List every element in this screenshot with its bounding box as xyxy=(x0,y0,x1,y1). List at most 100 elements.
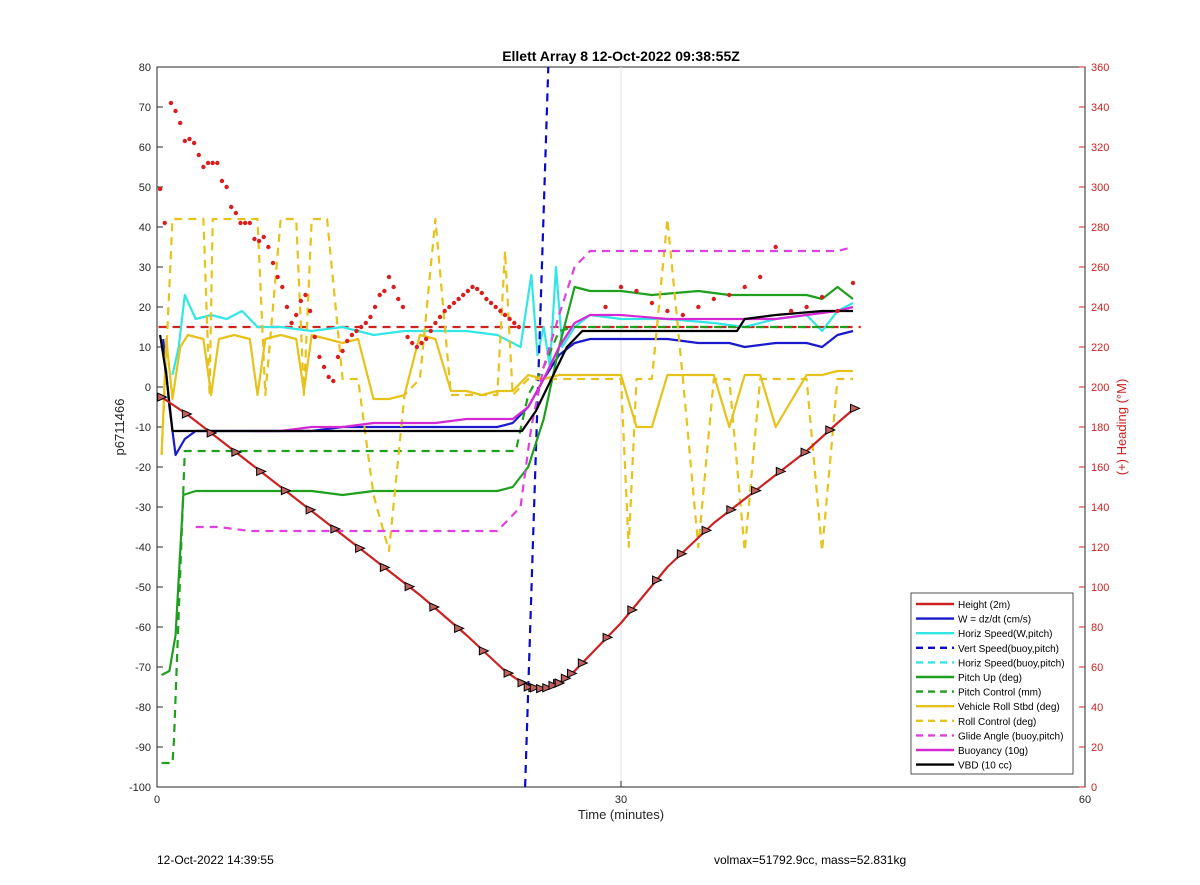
y-tick-label: 40 xyxy=(139,222,151,234)
y-tick-label: 70 xyxy=(139,102,151,114)
heading-point xyxy=(340,348,345,354)
heading-point xyxy=(396,296,401,302)
y-tick-label: 80 xyxy=(139,62,151,74)
heading-point xyxy=(711,296,716,302)
height-marker xyxy=(355,543,366,553)
heading-point xyxy=(447,304,452,310)
height-marker xyxy=(602,632,614,643)
heading-point xyxy=(386,274,392,280)
heading-point xyxy=(242,220,248,226)
series-line-roll-control-deg xyxy=(160,217,853,553)
height-marker xyxy=(560,673,572,683)
legend-label-buoyancy-10g: Buoyancy (10g) xyxy=(958,746,1028,757)
y-tick-label: -60 xyxy=(135,622,151,634)
heading-point xyxy=(252,236,257,242)
height-marker xyxy=(775,466,787,477)
heading-point xyxy=(191,140,197,146)
heading-point xyxy=(428,328,433,334)
heading-point xyxy=(224,184,229,190)
y-tick-label: -90 xyxy=(135,742,151,754)
heading-point xyxy=(804,304,809,310)
chart-title: Ellett Array 8 12-Oct-2022 09:38:55Z xyxy=(502,48,740,64)
heading-point xyxy=(788,308,794,314)
heading-point xyxy=(391,284,396,290)
heading-point xyxy=(474,286,480,292)
height-marker xyxy=(379,562,391,573)
heading-point xyxy=(377,292,382,298)
heading-point xyxy=(247,220,252,226)
heading-point xyxy=(358,324,364,330)
legend-label-vehicle-roll-stbd-deg: Vehicle Roll Stbd (deg) xyxy=(958,702,1060,713)
heading-point xyxy=(423,336,429,342)
series-line-pitch-control-mm xyxy=(161,325,853,765)
legend-label-w-dz-dt-cm-s: W = dz/dt (cm/s) xyxy=(958,615,1031,626)
legend-label-horiz-speed-w-pitch: Horiz Speed(W,pitch) xyxy=(958,629,1052,640)
legend-label-height-2m: Height (2m) xyxy=(958,600,1010,611)
y2-tick-label: 240 xyxy=(1091,302,1109,314)
height-marker xyxy=(256,466,267,477)
x-tick-label: 60 xyxy=(1079,794,1091,806)
heading-point xyxy=(512,320,517,326)
heading-point xyxy=(335,354,341,360)
y-axis-label: p6711466 xyxy=(112,399,127,456)
y2-tick-label: 360 xyxy=(1091,62,1109,74)
heading-point xyxy=(284,304,290,310)
heading-point xyxy=(233,210,239,216)
heading-point xyxy=(294,312,299,318)
legend-label-pitch-up-deg: Pitch Up (deg) xyxy=(958,673,1022,684)
heading-point xyxy=(414,344,420,350)
heading-point xyxy=(484,296,489,302)
y-tick-label: 60 xyxy=(139,142,151,154)
y-tick-label: -70 xyxy=(135,662,151,674)
heading-point xyxy=(850,280,856,286)
y2-tick-label: 200 xyxy=(1091,382,1109,394)
x-tick-label: 30 xyxy=(615,794,627,806)
heading-point xyxy=(270,260,276,266)
y2-tick-label: 60 xyxy=(1091,662,1103,674)
height-marker xyxy=(542,683,553,693)
height-marker xyxy=(157,392,168,402)
heading-point xyxy=(727,292,732,298)
heading-point xyxy=(372,304,378,310)
heading-points-layer xyxy=(157,100,856,384)
y-tick-label: 0 xyxy=(145,382,151,394)
legend-label-vert-speed-buoy-pitch: Vert Speed(buoy,pitch) xyxy=(958,644,1059,655)
heading-point xyxy=(758,274,763,280)
legend-label-roll-control-deg: Roll Control (deg) xyxy=(958,717,1036,728)
legend-label-horiz-speed-buoy-pitch: Horiz Speed(buoy,pitch) xyxy=(958,658,1065,669)
height-marker xyxy=(577,658,589,668)
height-marker xyxy=(627,605,639,615)
height-marker xyxy=(454,623,465,634)
heading-point xyxy=(680,312,686,318)
y-tick-label: -40 xyxy=(135,542,151,554)
height-marker xyxy=(751,485,762,496)
footer-timestamp: 12-Oct-2022 14:39:55 xyxy=(157,853,274,867)
y2-tick-label: 280 xyxy=(1091,222,1109,234)
y2-tick-label: 300 xyxy=(1091,182,1109,194)
heading-point xyxy=(215,160,220,166)
heading-point xyxy=(488,300,494,306)
right-axis-ticks: 0 20 40 60 80 100 120 140 160 180 200 220 240 260 280 3… xyxy=(1079,62,1109,794)
height-marker xyxy=(548,680,560,691)
heading-point xyxy=(470,284,475,290)
heading-point xyxy=(742,284,747,290)
heading-point xyxy=(261,234,266,240)
series-line-pitch-up-deg xyxy=(161,285,854,676)
height-marker xyxy=(429,602,441,612)
heading-point xyxy=(419,340,424,346)
heading-point xyxy=(187,136,192,142)
heading-point xyxy=(773,244,778,250)
heading-point xyxy=(326,374,331,380)
y-tick-label: -50 xyxy=(135,582,151,594)
height-marker xyxy=(231,447,243,457)
y-tick-label: 30 xyxy=(139,262,151,274)
heading-point xyxy=(321,364,327,370)
heading-point xyxy=(498,308,503,314)
heading-point xyxy=(205,160,211,166)
y2-tick-label: 220 xyxy=(1091,342,1109,354)
series-line-glide-angle-buoy-pitch xyxy=(195,245,854,533)
heading-point xyxy=(479,290,484,296)
height-marker xyxy=(181,409,193,419)
heading-point xyxy=(649,300,655,306)
